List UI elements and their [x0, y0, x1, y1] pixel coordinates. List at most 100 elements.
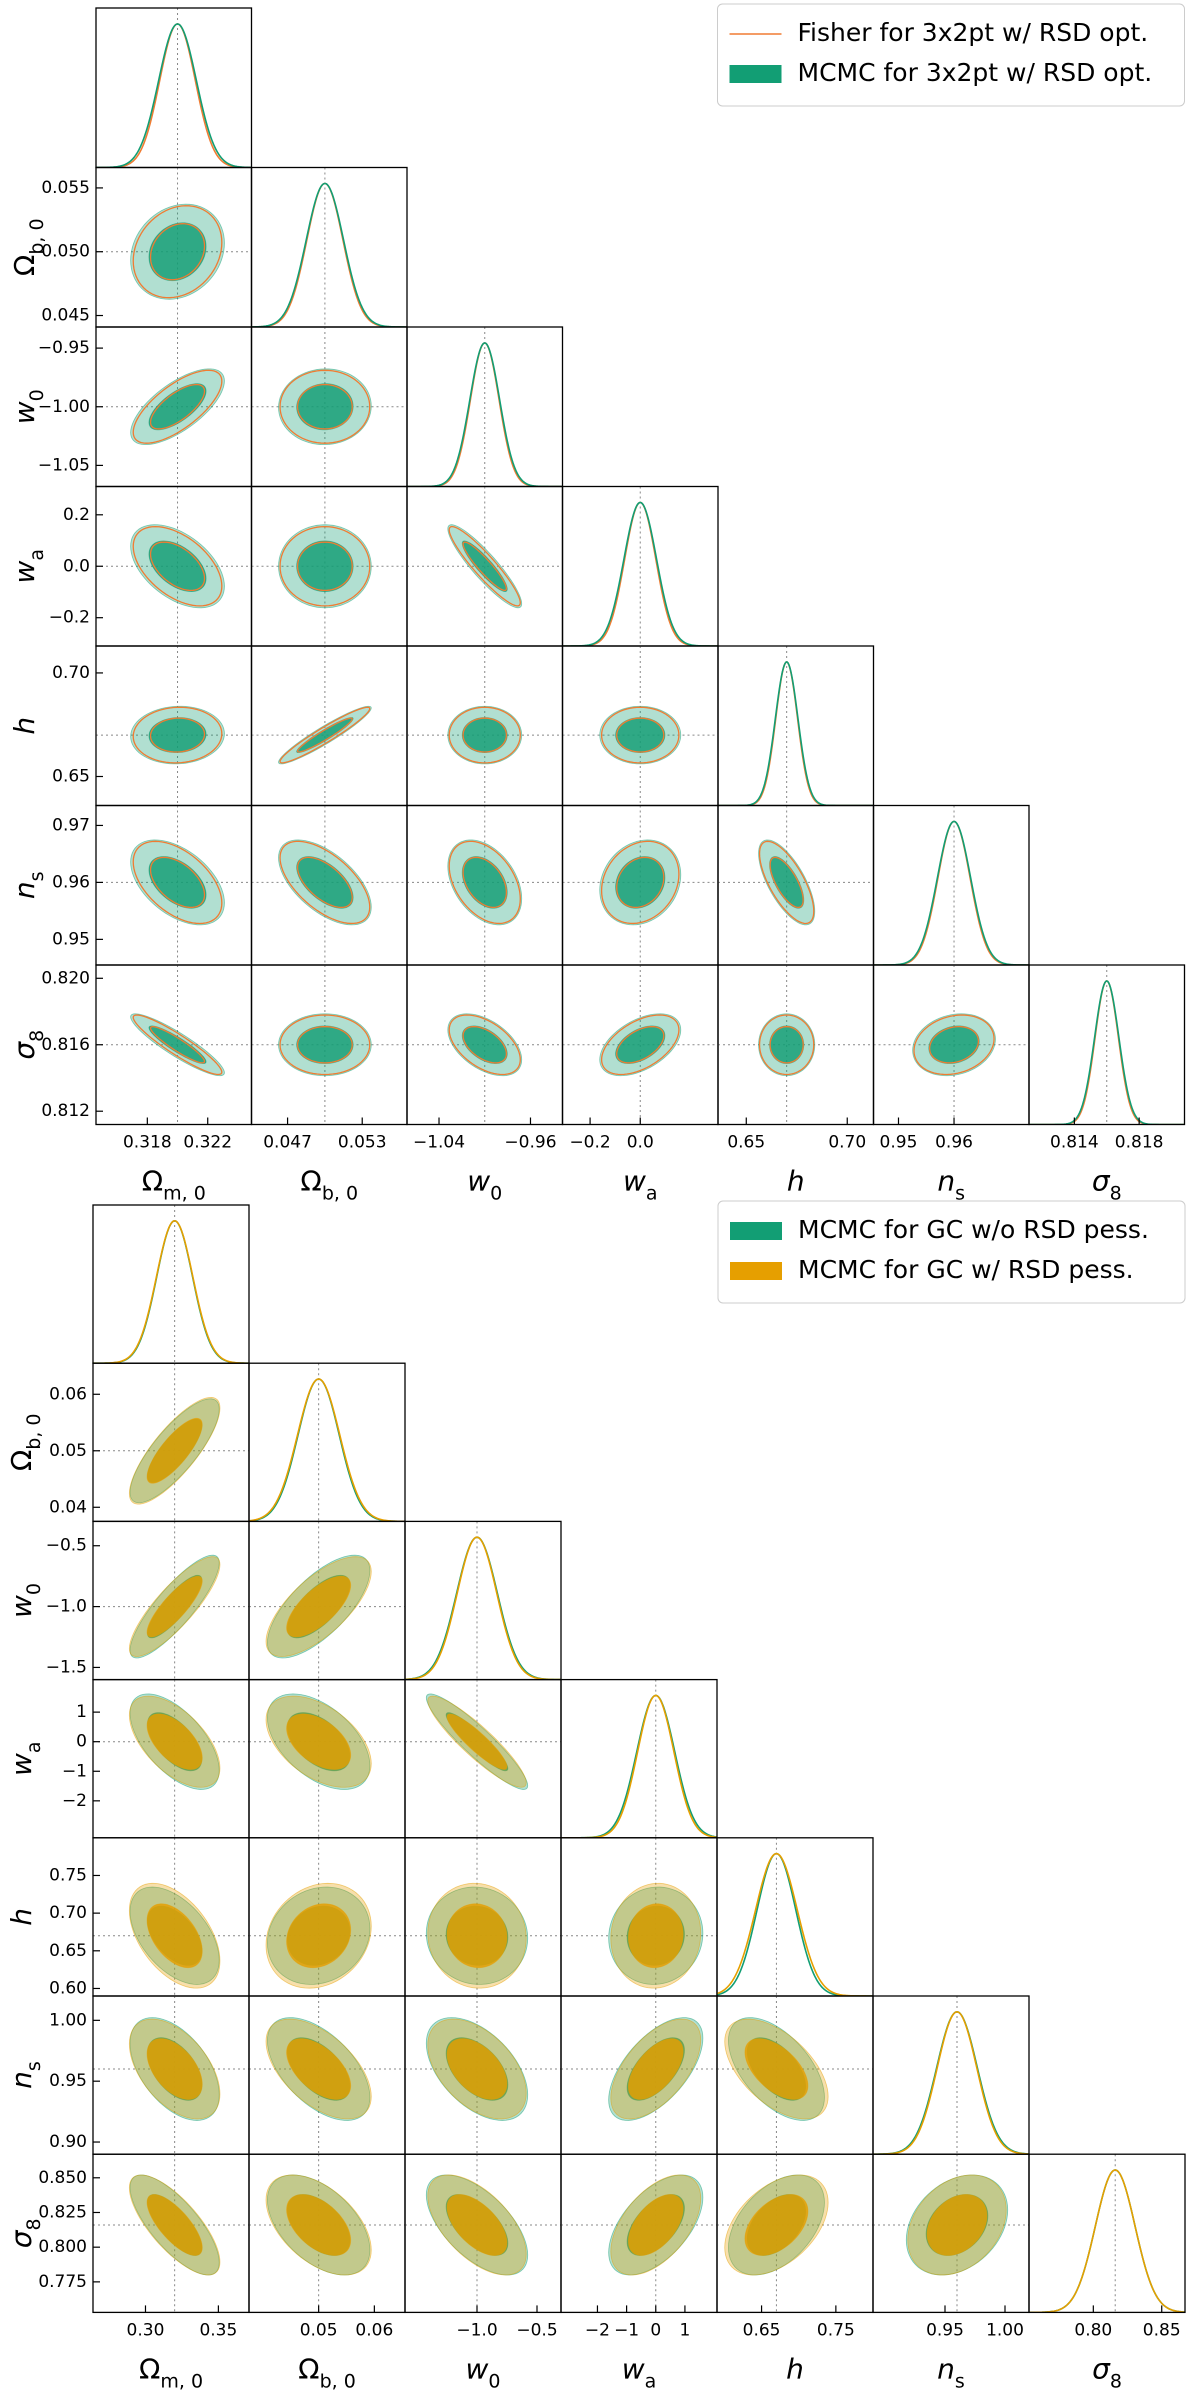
contour-1sigma — [146, 1575, 203, 1638]
panel — [93, 2154, 249, 2313]
y-tick-label: 0.0 — [63, 556, 90, 576]
axis-label: σ8 — [1092, 2352, 1122, 2392]
y-tick-label: 1.00 — [49, 2010, 87, 2030]
panel-frame — [1028, 964, 1186, 1126]
label-subscript: b, 0 — [320, 2370, 356, 2392]
label-symbol: Ω — [5, 1450, 38, 1471]
contour-2sigma — [279, 1014, 371, 1076]
label-symbol: w — [467, 1165, 490, 1198]
x-tick-label: 0.65 — [743, 2320, 781, 2340]
label-subscript: a — [23, 1741, 45, 1753]
contour-1sigma — [615, 856, 666, 909]
x-tick-label: −0.5 — [516, 2320, 557, 2340]
x-tick-label: 0.70 — [828, 1133, 866, 1153]
contour-1sigma — [146, 2038, 203, 2100]
panel-frame — [560, 1678, 718, 1839]
label-subscript: s — [23, 2061, 45, 2071]
panel — [93, 1679, 249, 1838]
panel — [718, 646, 874, 806]
panel — [251, 486, 407, 646]
marginal-curve — [249, 1378, 405, 1522]
contour-2sigma — [758, 1014, 815, 1076]
contour-2sigma — [448, 706, 521, 764]
marginal-curve — [93, 1220, 249, 1364]
contour-1sigma — [616, 717, 665, 753]
panel — [251, 327, 407, 487]
panel — [96, 646, 252, 806]
marginal-curve — [717, 1852, 873, 1997]
contour-1sigma — [296, 541, 353, 592]
panel — [251, 646, 407, 806]
contour-1sigma — [149, 541, 206, 592]
label-subscript: s — [26, 871, 48, 881]
panel — [249, 1679, 405, 1838]
label-symbol: n — [5, 2071, 38, 2089]
x-tick-label: 0.95 — [926, 2320, 964, 2340]
legend-label: Fisher for 3x2pt w/ RSD opt. — [798, 18, 1149, 47]
axis-label: Ωm, 0 — [142, 1165, 206, 1205]
label-symbol: w — [5, 1753, 38, 1776]
y-tick-label: 0.04 — [49, 1497, 87, 1517]
y-tick-label: 0.800 — [38, 2237, 87, 2257]
contour-1sigma — [286, 1903, 352, 1969]
contour-1sigma — [286, 1575, 352, 1638]
contour-1sigma — [286, 2194, 352, 2256]
marginal-curve — [1029, 980, 1185, 1125]
marginal-curve — [873, 2011, 1029, 2155]
contour-2sigma — [132, 369, 223, 444]
panel — [251, 167, 407, 327]
marginal-curve — [93, 1220, 249, 1364]
axis-label: h — [787, 1165, 805, 1198]
contour-1sigma — [769, 1025, 804, 1064]
contour-1sigma — [148, 856, 207, 909]
panel — [717, 1996, 873, 2155]
contour-1sigma — [296, 540, 354, 592]
panel — [249, 1837, 405, 1996]
x-tick-label: 0.06 — [355, 2320, 393, 2340]
axis-label: wa — [5, 1741, 45, 1776]
y-tick-label: 0.75 — [49, 1865, 87, 1885]
label-subscript: 8 — [23, 2218, 45, 2230]
panel — [717, 1837, 873, 1997]
panel — [561, 1996, 717, 2155]
label-subscript: 0 — [26, 389, 48, 401]
panel — [405, 1837, 561, 1996]
label-subscript: a — [646, 1182, 658, 1204]
panel — [407, 486, 563, 646]
contour-1sigma — [462, 717, 508, 753]
y-tick-label: 0.055 — [41, 178, 90, 198]
label-subscript: 0 — [490, 1182, 502, 1204]
label-subscript: 8 — [1110, 2370, 1122, 2392]
panel — [405, 1521, 561, 1680]
y-tick-label: 0.70 — [52, 663, 90, 683]
contour-2sigma — [132, 840, 223, 925]
label-subscript: m, 0 — [160, 2370, 203, 2392]
contour-1sigma — [296, 1025, 353, 1064]
y-tick-label: 0.775 — [38, 2272, 87, 2292]
contour-2sigma — [279, 840, 371, 925]
y-tick-label: 0.70 — [49, 1903, 87, 1923]
label-subscript: 0 — [488, 2370, 500, 2392]
x-tick-label: 1 — [680, 2320, 691, 2340]
panel — [873, 1996, 1029, 2155]
label-symbol: w — [5, 1595, 38, 1618]
panel — [718, 965, 874, 1125]
panel — [562, 646, 718, 806]
y-tick-label: 0.820 — [41, 968, 90, 988]
axis-label: ns — [937, 2352, 965, 2392]
label-symbol: σ — [1092, 2352, 1111, 2385]
contour-1sigma — [148, 717, 207, 754]
axis-label: ns — [5, 2061, 45, 2089]
y-tick-label: 0.850 — [38, 2168, 87, 2188]
contour-2sigma — [132, 205, 223, 299]
x-tick-label: −2 — [585, 2320, 610, 2340]
contour-1sigma — [296, 383, 353, 430]
panel-frame — [95, 7, 253, 169]
marginal-curve — [562, 501, 718, 646]
contour-2sigma — [600, 1014, 680, 1076]
x-tick-label: −1 — [614, 2320, 639, 2340]
contour-2sigma — [448, 1014, 521, 1076]
y-tick-label: 0.045 — [41, 306, 90, 326]
label-symbol: w — [466, 2352, 489, 2385]
axis-label: Ωb, 0 — [298, 2352, 356, 2392]
